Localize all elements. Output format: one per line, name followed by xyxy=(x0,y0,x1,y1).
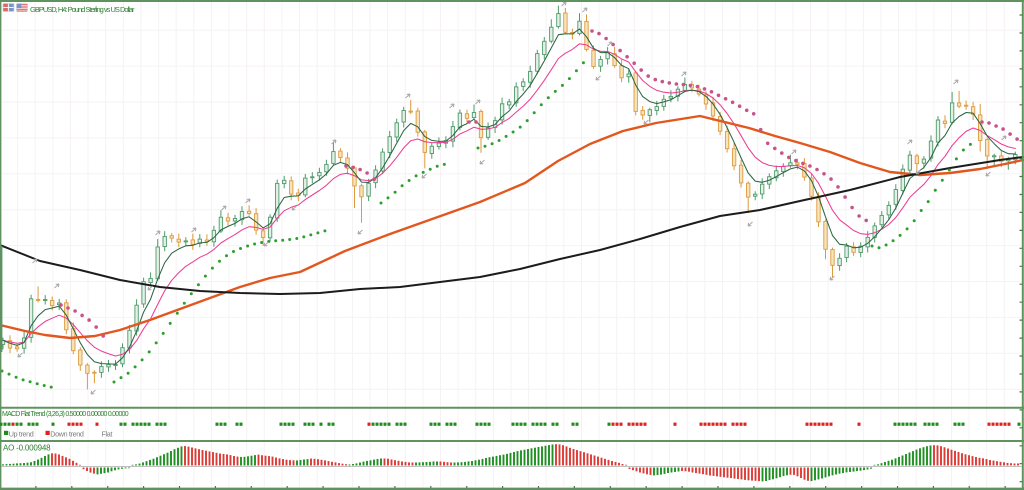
svg-text:GBPUSD, H4: Pound Sterling vs: GBPUSD, H4: Pound Sterling vs US Dollar xyxy=(30,5,135,14)
svg-text:MACD Flat Trend (3,26,3) 0.500: MACD Flat Trend (3,26,3) 0.50000 0.00000… xyxy=(2,411,129,418)
svg-text:AO -0.000948: AO -0.000948 xyxy=(3,444,51,453)
svg-text:Flat: Flat xyxy=(102,429,113,438)
svg-text:Down trend: Down trend xyxy=(50,429,84,438)
svg-text:Up trend: Up trend xyxy=(9,429,34,438)
